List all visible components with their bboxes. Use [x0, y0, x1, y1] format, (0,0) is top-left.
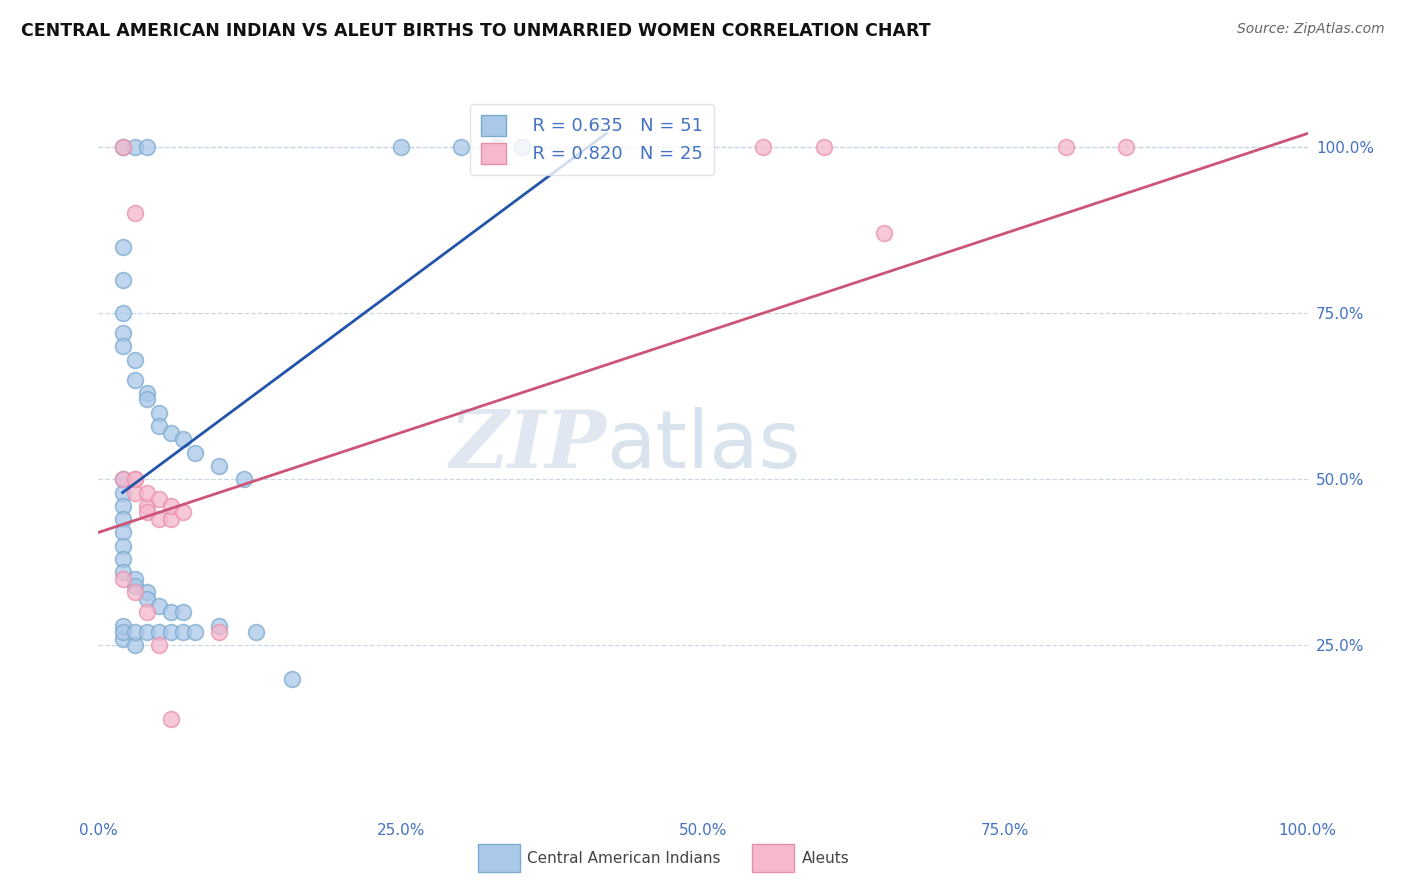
Point	[111, 140, 134, 154]
Point	[124, 485, 146, 500]
Point	[124, 625, 146, 640]
Point	[111, 525, 134, 540]
Point	[111, 618, 134, 632]
Legend:   R = 0.635   N = 51,   R = 0.820   N = 25: R = 0.635 N = 51, R = 0.820 N = 25	[470, 104, 714, 175]
Point	[111, 326, 134, 340]
Point	[148, 639, 170, 653]
Point	[124, 472, 146, 486]
Point	[111, 306, 134, 320]
Point	[124, 639, 146, 653]
Point	[208, 625, 231, 640]
Point	[486, 140, 509, 154]
Point	[172, 605, 194, 619]
Point	[148, 599, 170, 613]
Point	[245, 625, 267, 640]
Point	[111, 472, 134, 486]
Point	[111, 552, 134, 566]
Point	[135, 506, 157, 520]
Point	[124, 140, 146, 154]
Text: ZIP: ZIP	[450, 408, 606, 484]
Point	[148, 406, 170, 420]
Text: CENTRAL AMERICAN INDIAN VS ALEUT BIRTHS TO UNMARRIED WOMEN CORRELATION CHART: CENTRAL AMERICAN INDIAN VS ALEUT BIRTHS …	[21, 22, 931, 40]
Point	[111, 273, 134, 287]
Point	[873, 226, 896, 240]
Point	[160, 712, 183, 726]
Point	[124, 352, 146, 367]
Point	[172, 625, 194, 640]
Point	[510, 140, 533, 154]
Point	[111, 566, 134, 580]
Point	[148, 492, 170, 507]
Point	[148, 625, 170, 640]
Point	[124, 372, 146, 386]
Point	[813, 140, 835, 154]
Point	[281, 672, 304, 686]
Point	[160, 625, 183, 640]
Point	[172, 506, 194, 520]
Point	[450, 140, 472, 154]
Point	[111, 512, 134, 526]
Point	[135, 591, 157, 606]
Point	[160, 512, 183, 526]
Point	[135, 392, 157, 407]
Point	[111, 572, 134, 586]
Point	[184, 625, 207, 640]
Point	[208, 458, 231, 473]
Point	[111, 140, 134, 154]
Point	[124, 472, 146, 486]
Point	[184, 445, 207, 459]
Point	[1115, 140, 1137, 154]
Point	[135, 605, 157, 619]
Point	[135, 385, 157, 400]
Point	[111, 632, 134, 646]
Point	[135, 140, 157, 154]
Point	[124, 206, 146, 220]
Text: Aleuts: Aleuts	[801, 851, 849, 865]
Point	[135, 499, 157, 513]
Point	[172, 433, 194, 447]
Point	[124, 579, 146, 593]
Point	[752, 140, 775, 154]
Point	[111, 539, 134, 553]
Point	[208, 618, 231, 632]
Point	[124, 585, 146, 599]
Point	[111, 472, 134, 486]
Point	[111, 485, 134, 500]
Point	[135, 485, 157, 500]
Point	[389, 140, 412, 154]
Point	[232, 472, 254, 486]
Point	[124, 572, 146, 586]
Point	[111, 339, 134, 353]
Point	[111, 239, 134, 253]
Point	[148, 419, 170, 434]
Point	[160, 605, 183, 619]
Point	[160, 499, 183, 513]
Point	[135, 625, 157, 640]
Text: Source: ZipAtlas.com: Source: ZipAtlas.com	[1237, 22, 1385, 37]
Point	[135, 585, 157, 599]
Text: atlas: atlas	[606, 407, 800, 485]
Point	[148, 512, 170, 526]
Point	[111, 499, 134, 513]
Point	[1054, 140, 1077, 154]
Text: Central American Indians: Central American Indians	[527, 851, 721, 865]
Point	[160, 425, 183, 440]
Point	[111, 625, 134, 640]
